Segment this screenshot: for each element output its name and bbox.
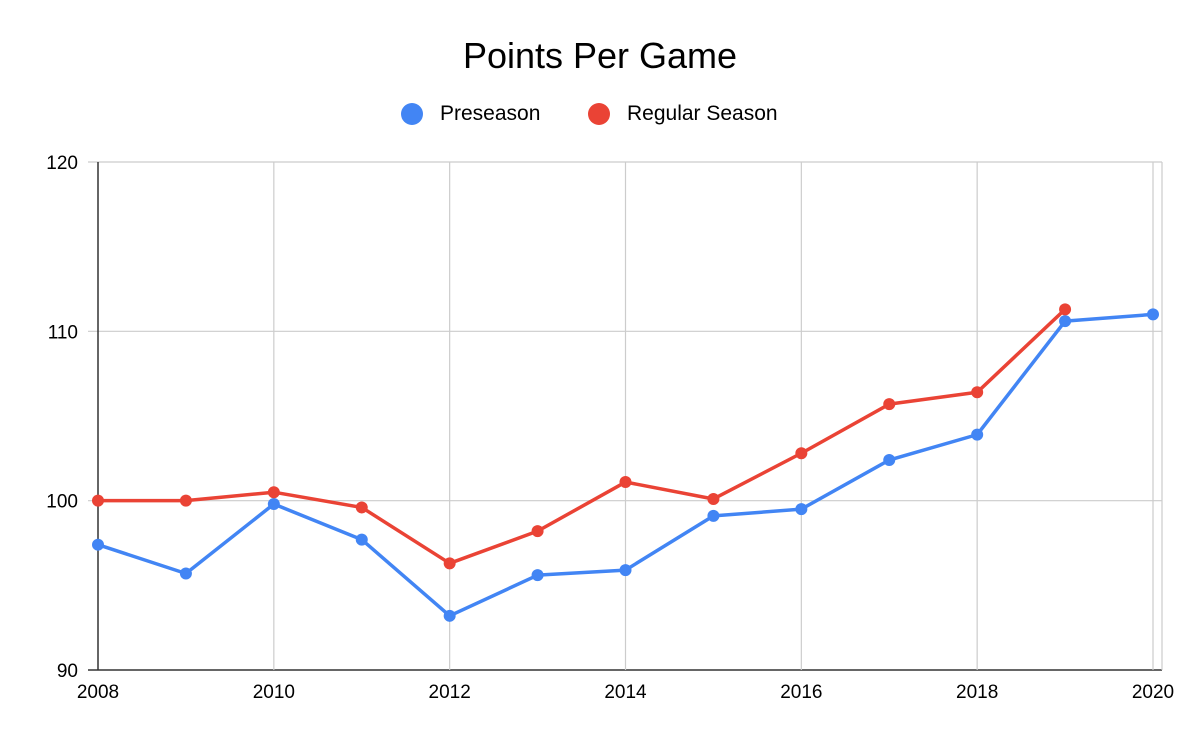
series-line (98, 308, 1067, 566)
data-point[interactable] (619, 564, 632, 577)
series-preseason (92, 308, 1159, 622)
x-tick-label: 2010 (253, 682, 295, 703)
legend-item-regular-season[interactable]: Regular Season (588, 102, 778, 125)
x-tick-label: 2012 (429, 682, 471, 703)
x-tick-label: 2018 (956, 682, 998, 703)
x-tick-label: 2008 (77, 682, 119, 703)
series-layer (92, 303, 1159, 622)
legend-item-preseason[interactable]: Preseason (401, 102, 540, 125)
y-tick-label: 90 (57, 661, 78, 682)
data-point[interactable] (267, 486, 280, 499)
data-point[interactable] (355, 533, 368, 546)
data-point[interactable] (179, 567, 192, 580)
data-point[interactable] (355, 501, 368, 514)
data-point[interactable] (531, 569, 544, 582)
data-point[interactable] (92, 538, 104, 551)
x-tick-label: 2016 (780, 682, 822, 703)
data-point[interactable] (795, 447, 808, 460)
data-point[interactable] (1147, 308, 1159, 321)
grid (88, 161, 1163, 671)
y-tick-label: 110 (48, 322, 78, 343)
legend-marker-preseason (401, 103, 423, 125)
legend: Preseason Regular Season (401, 102, 778, 125)
data-point[interactable] (795, 503, 808, 516)
series-regular-season (92, 303, 1072, 570)
y-axis-ticks: 90 100 110 120 (46, 153, 78, 682)
data-point[interactable] (443, 557, 456, 570)
data-point[interactable] (971, 428, 984, 441)
x-tick-label: 2020 (1132, 682, 1174, 703)
data-point[interactable] (883, 398, 896, 411)
legend-marker-regular-season (588, 103, 610, 125)
data-point[interactable] (707, 492, 720, 505)
data-point[interactable] (707, 509, 720, 522)
data-point[interactable] (1059, 315, 1072, 328)
x-tick-label: 2014 (604, 682, 647, 703)
legend-label-preseason: Preseason (440, 102, 540, 125)
data-point[interactable] (619, 476, 632, 489)
chart-title: Points Per Game (463, 35, 737, 76)
legend-label-regular-season: Regular Season (627, 102, 778, 125)
y-tick-label: 100 (46, 492, 78, 513)
x-axis-ticks: 2008 2010 2012 2014 2016 2018 2020 (77, 682, 1174, 703)
y-tick-label: 120 (46, 153, 78, 174)
data-point[interactable] (179, 494, 192, 507)
data-point[interactable] (267, 498, 280, 511)
data-point[interactable] (883, 454, 896, 467)
data-point[interactable] (971, 386, 984, 399)
data-point[interactable] (443, 609, 456, 622)
data-point[interactable] (1059, 303, 1072, 316)
data-point[interactable] (531, 525, 544, 538)
data-point[interactable] (92, 494, 104, 507)
